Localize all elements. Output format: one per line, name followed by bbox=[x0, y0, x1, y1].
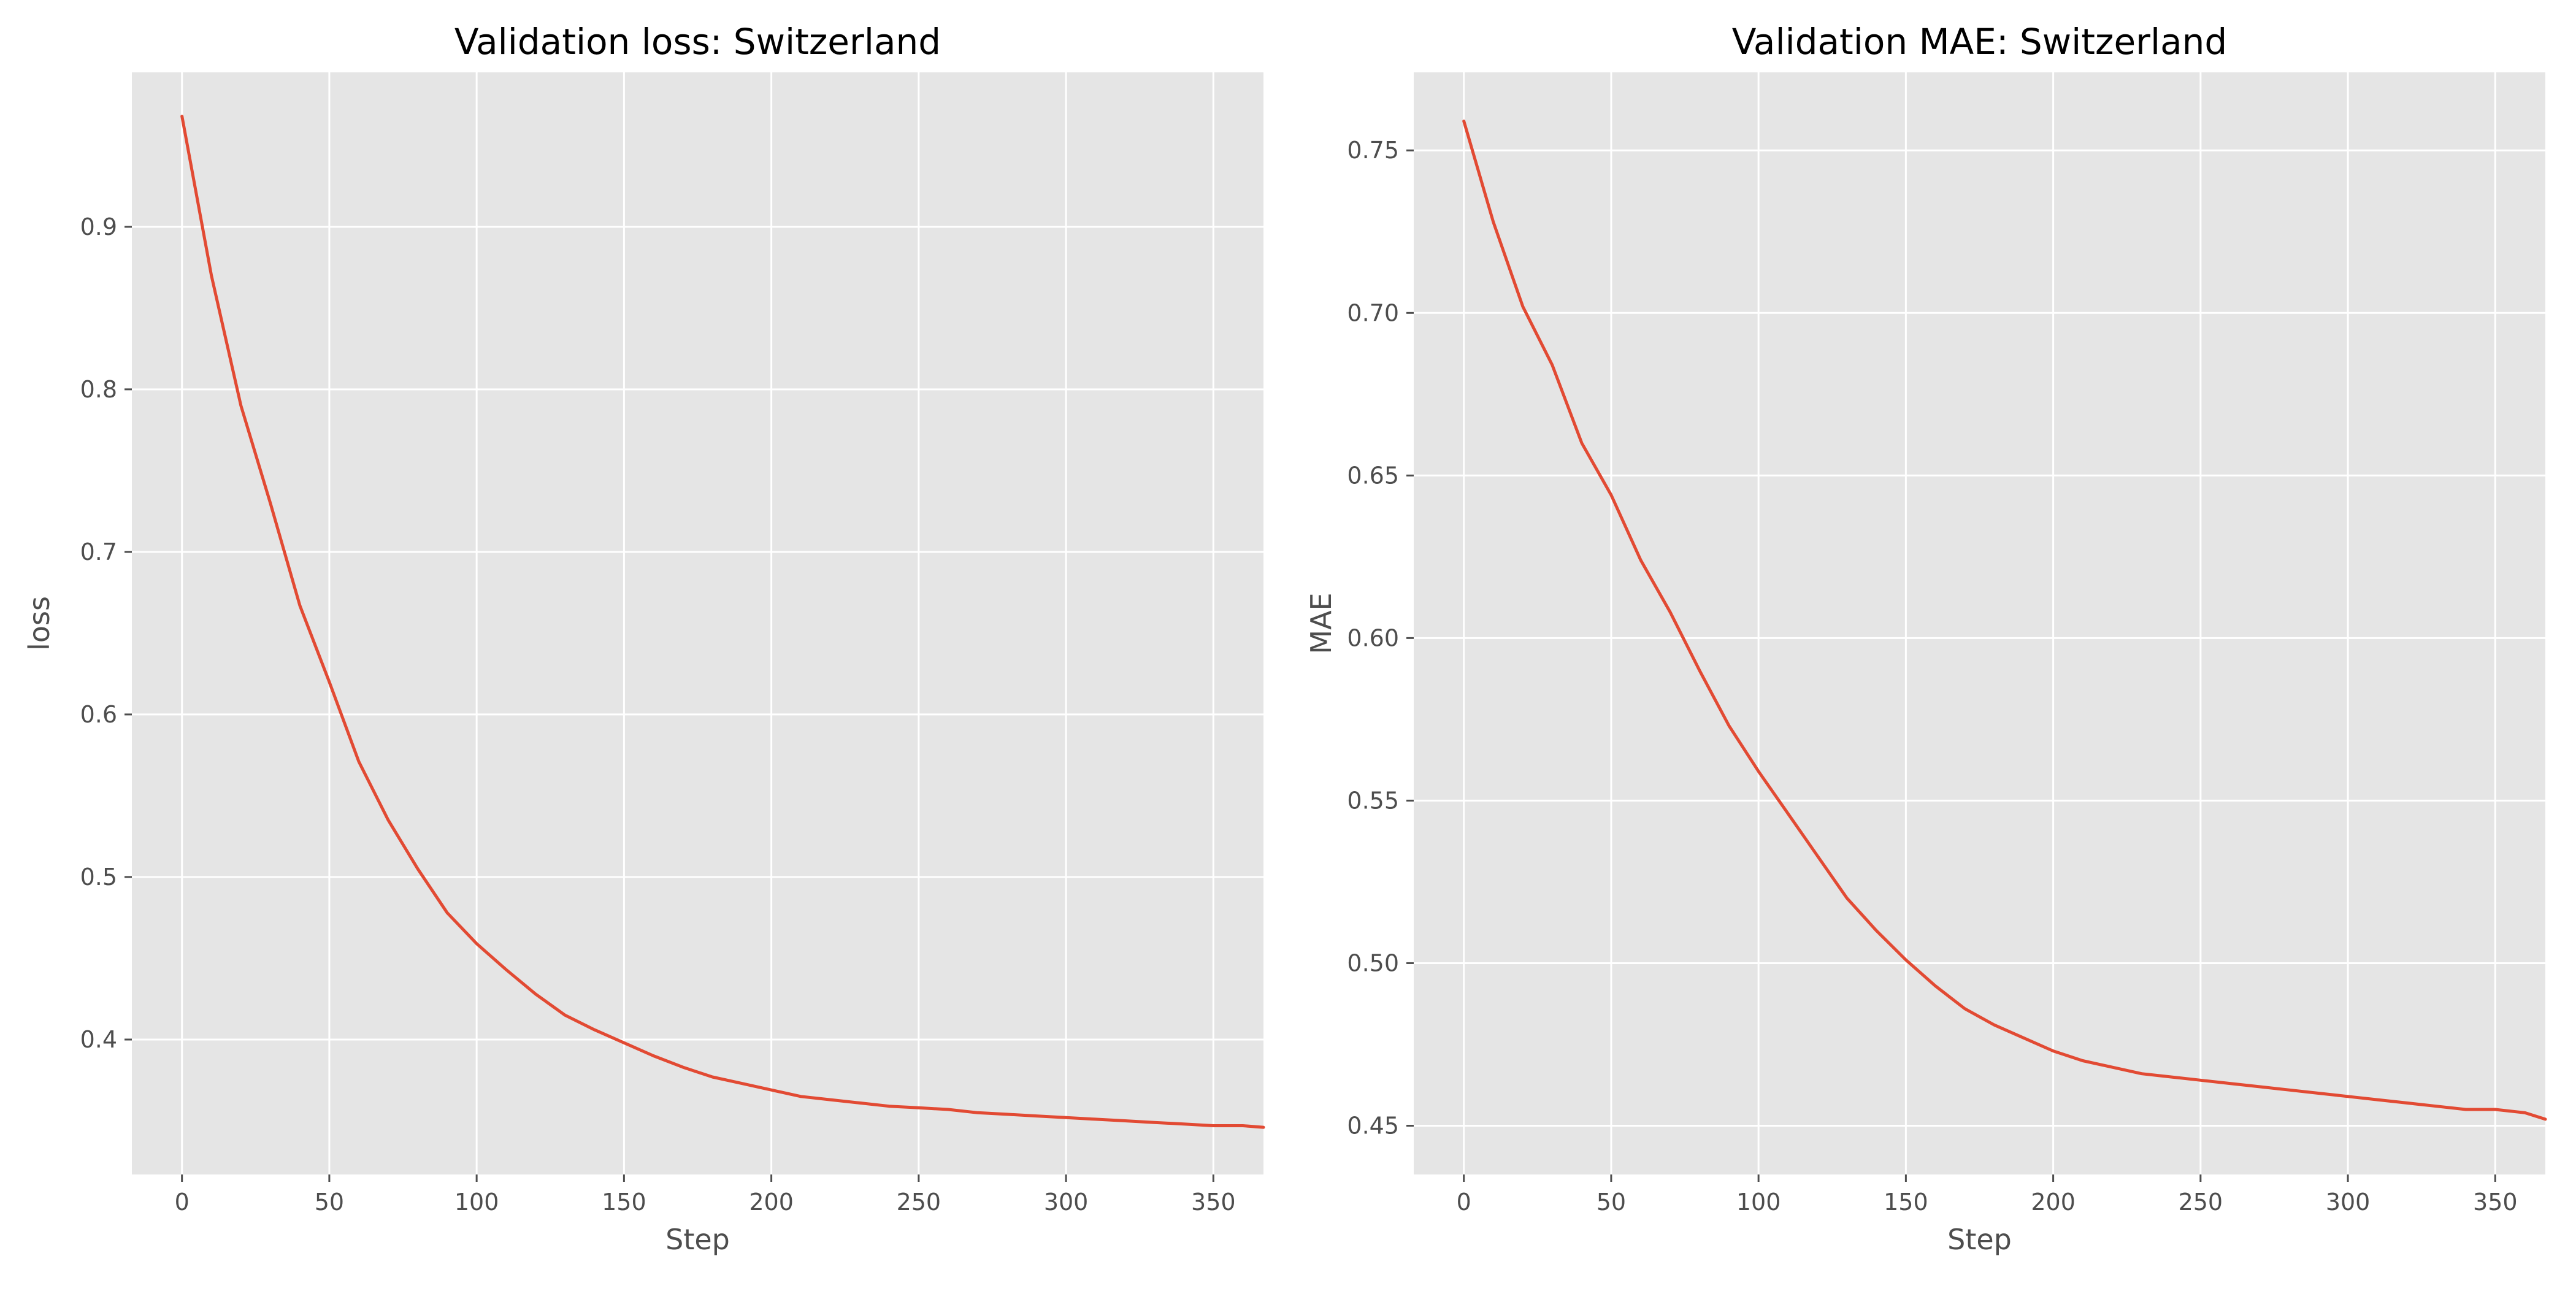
loss-y-tick-label: 0.5 bbox=[80, 864, 117, 891]
mae-x-tick-label: 300 bbox=[2326, 1189, 2371, 1216]
mae-y-tick-label: 0.70 bbox=[1347, 299, 1399, 326]
mae-chart-panel: 0 50 100 150 200 250 300 350 0.45 0.50 0.55 0.60 0.6… bbox=[1305, 21, 2545, 1256]
mae-x-tick-label: 250 bbox=[2179, 1189, 2223, 1216]
mae-x-tick-label: 200 bbox=[2031, 1189, 2076, 1216]
mae-y-tick-label: 0.60 bbox=[1347, 624, 1399, 651]
mae-y-tick-label: 0.75 bbox=[1347, 137, 1399, 164]
loss-x-tick-label: 100 bbox=[454, 1189, 499, 1216]
loss-x-tick-label: 300 bbox=[1044, 1189, 1089, 1216]
loss-x-axis-label: Step bbox=[665, 1223, 730, 1256]
loss-y-tick-label: 0.4 bbox=[80, 1026, 117, 1053]
mae-x-tick-label: 150 bbox=[1884, 1189, 1928, 1216]
mae-chart-title: Validation MAE: Switzerland bbox=[1732, 21, 2228, 63]
loss-x-tick-label: 350 bbox=[1191, 1189, 1236, 1216]
loss-y-tick-label: 0.6 bbox=[80, 701, 117, 728]
loss-y-tick-label: 0.8 bbox=[80, 376, 117, 403]
mae-y-axis-label: MAE bbox=[1305, 592, 1338, 654]
mae-y-tick-label: 0.65 bbox=[1347, 462, 1399, 489]
loss-x-tick-label: 50 bbox=[315, 1189, 344, 1216]
loss-y-tick-label: 0.7 bbox=[80, 538, 117, 565]
loss-x-tick-label: 150 bbox=[602, 1189, 646, 1216]
mae-x-tick-label: 100 bbox=[1736, 1189, 1781, 1216]
mae-x-axis-label: Step bbox=[1947, 1223, 2012, 1256]
loss-plot-area bbox=[132, 72, 1263, 1174]
mae-y-tick-label: 0.45 bbox=[1347, 1112, 1399, 1139]
mae-x-tick-label: 50 bbox=[1597, 1189, 1626, 1216]
loss-x-tick-label: 250 bbox=[897, 1189, 941, 1216]
mae-y-tick-label: 0.50 bbox=[1347, 949, 1399, 976]
loss-x-tick-label: 0 bbox=[175, 1189, 190, 1216]
mae-y-tick-label: 0.55 bbox=[1347, 787, 1399, 814]
mae-plot-area bbox=[1414, 72, 2545, 1174]
loss-chart-title: Validation loss: Switzerland bbox=[454, 21, 941, 63]
mae-x-tick-label: 350 bbox=[2473, 1189, 2518, 1216]
loss-y-tick-label: 0.9 bbox=[80, 213, 117, 240]
loss-y-axis-label: loss bbox=[23, 596, 56, 651]
mae-x-tick-label: 0 bbox=[1457, 1189, 1471, 1216]
loss-x-tick-label: 200 bbox=[749, 1189, 794, 1216]
